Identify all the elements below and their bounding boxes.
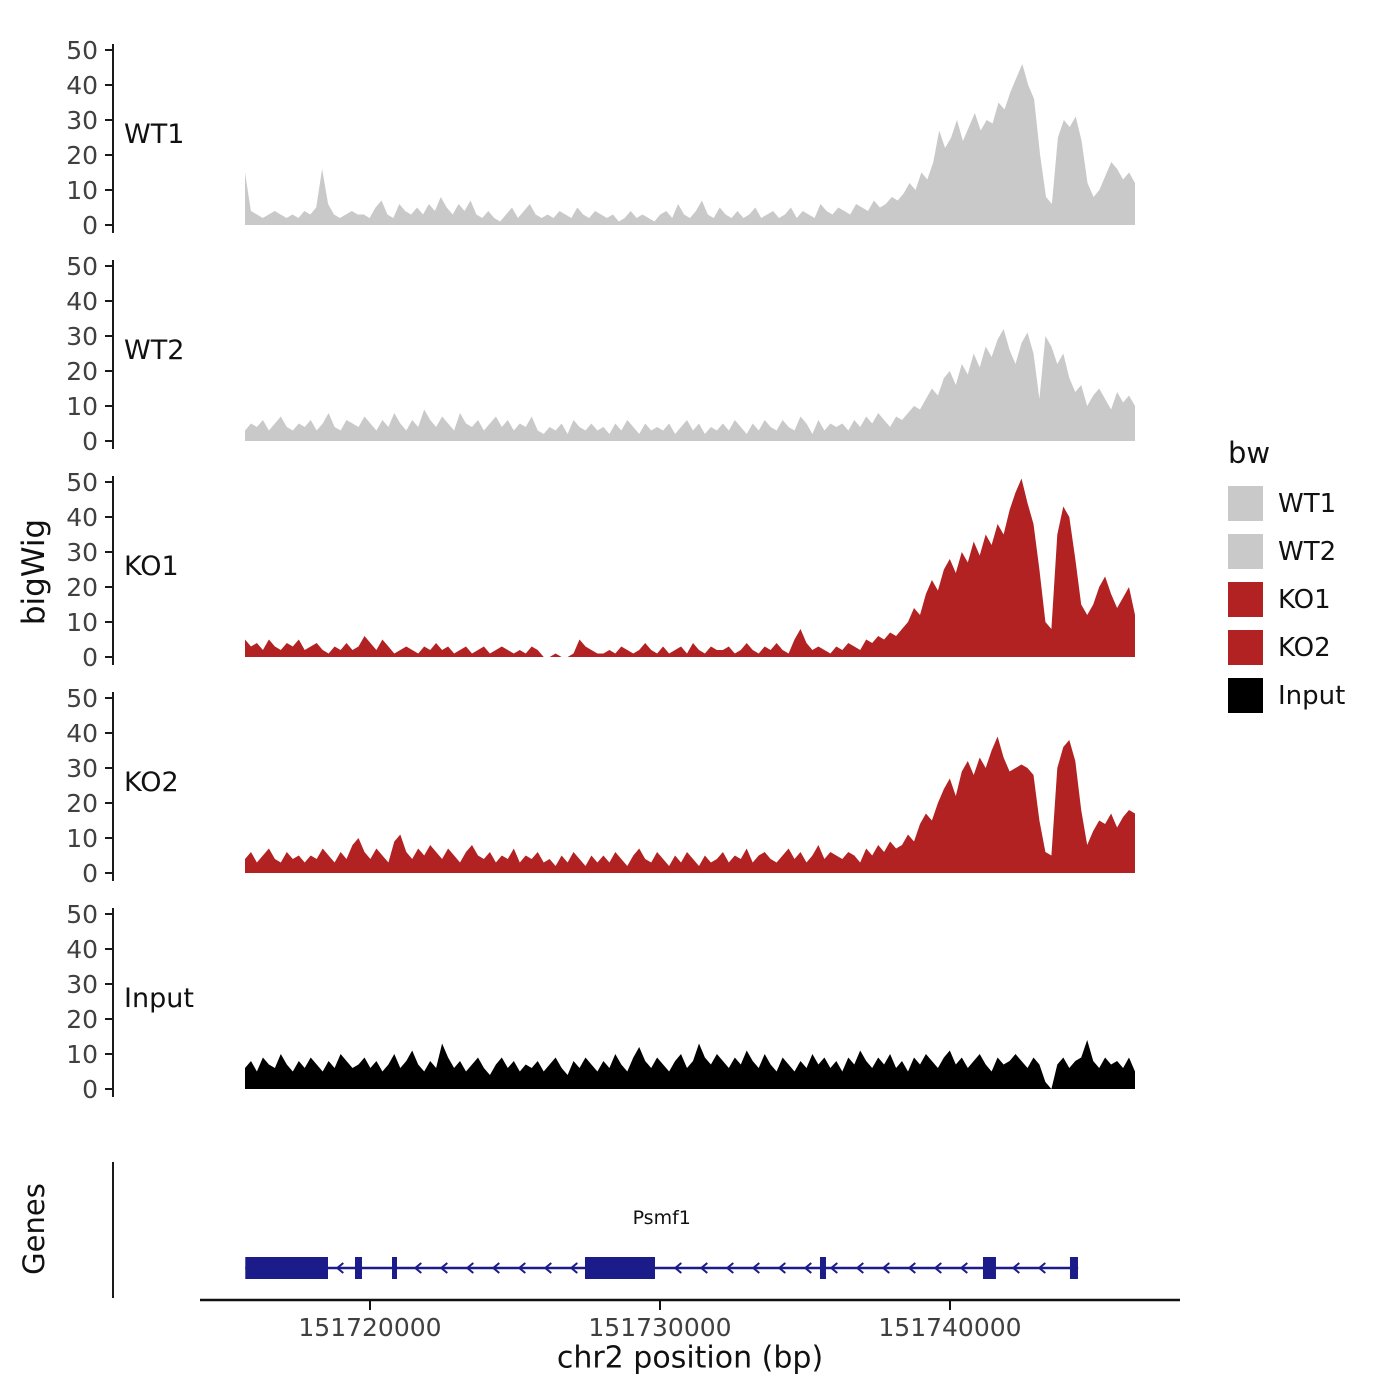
strand-arrow-icon bbox=[751, 1262, 760, 1274]
y-tick-label: 50 bbox=[66, 252, 98, 281]
gene-exon bbox=[391, 1257, 397, 1279]
strand-arrow-icon bbox=[673, 1262, 682, 1274]
legend-swatch-KO1 bbox=[1228, 582, 1263, 617]
strand-arrow-icon bbox=[1037, 1262, 1046, 1274]
strand-arrow-icon bbox=[439, 1262, 448, 1274]
legend-title: bw bbox=[1228, 436, 1271, 470]
strand-arrow-icon bbox=[855, 1262, 864, 1274]
gene-exon bbox=[584, 1257, 655, 1279]
y-tick-label: 10 bbox=[66, 392, 98, 421]
y-tick-label: 10 bbox=[66, 176, 98, 205]
y-tick-label: 40 bbox=[66, 719, 98, 748]
legend-label-WT1: WT1 bbox=[1278, 489, 1336, 519]
strand-arrow-icon bbox=[959, 1262, 968, 1274]
strand-arrow-icon bbox=[907, 1262, 916, 1274]
coverage-area-WT1 bbox=[245, 64, 1135, 225]
y-axis-title: bigWig bbox=[16, 518, 52, 626]
coverage-area-WT2 bbox=[245, 329, 1135, 441]
y-tick-label: 30 bbox=[66, 970, 98, 999]
legend-label-WT2: WT2 bbox=[1278, 537, 1336, 567]
strand-arrow-icon bbox=[777, 1262, 786, 1274]
y-tick-label: 10 bbox=[66, 1040, 98, 1069]
coverage-area-Input bbox=[245, 1040, 1135, 1089]
strand-arrow-icon bbox=[933, 1262, 942, 1274]
y-tick-label: 20 bbox=[66, 573, 98, 602]
strand-arrow-icon bbox=[803, 1262, 812, 1274]
y-tick-label: 0 bbox=[82, 211, 98, 240]
x-tick-label: 151730000 bbox=[588, 1313, 731, 1342]
gene-name-label: Psmf1 bbox=[633, 1207, 691, 1229]
legend-label-Input: Input bbox=[1278, 681, 1345, 711]
y-tick-label: 30 bbox=[66, 754, 98, 783]
strand-arrow-icon bbox=[413, 1262, 422, 1274]
strand-arrow-icon bbox=[829, 1262, 838, 1274]
y-tick-label: 50 bbox=[66, 36, 98, 65]
strand-arrow-icon bbox=[335, 1262, 344, 1274]
y-tick-label: 30 bbox=[66, 538, 98, 567]
y-tick-label: 40 bbox=[66, 935, 98, 964]
y-tick-label: 0 bbox=[82, 859, 98, 888]
gene-exon bbox=[354, 1257, 362, 1279]
legend-swatch-KO2 bbox=[1228, 630, 1263, 665]
y-tick-label: 0 bbox=[82, 643, 98, 672]
y-tick-label: 20 bbox=[66, 357, 98, 386]
y-tick-label: 50 bbox=[66, 684, 98, 713]
legend-swatch-WT2 bbox=[1228, 534, 1263, 569]
y-tick-label: 40 bbox=[66, 503, 98, 532]
legend-swatch-WT1 bbox=[1228, 486, 1263, 521]
gene-exon bbox=[245, 1257, 328, 1279]
x-axis-title: chr2 position (bp) bbox=[556, 1340, 824, 1376]
strand-arrow-icon bbox=[725, 1262, 734, 1274]
legend-swatch-Input bbox=[1228, 678, 1263, 713]
y-tick-label: 50 bbox=[66, 468, 98, 497]
strand-arrow-icon bbox=[517, 1262, 526, 1274]
strand-arrow-icon bbox=[569, 1262, 578, 1274]
genes-axis-title: Genes bbox=[17, 1183, 51, 1275]
x-tick-label: 151720000 bbox=[298, 1313, 441, 1342]
strand-arrow-icon bbox=[1011, 1262, 1020, 1274]
coverage-area-KO2 bbox=[245, 736, 1135, 873]
track-label-KO2: KO2 bbox=[124, 767, 179, 798]
y-tick-label: 30 bbox=[66, 106, 98, 135]
track-label-Input: Input bbox=[124, 983, 194, 1014]
y-tick-label: 10 bbox=[66, 608, 98, 637]
y-tick-label: 30 bbox=[66, 322, 98, 351]
y-tick-label: 20 bbox=[66, 141, 98, 170]
gene-exon bbox=[1069, 1257, 1078, 1279]
strand-arrow-icon bbox=[465, 1262, 474, 1274]
y-tick-label: 0 bbox=[82, 1075, 98, 1104]
track-label-WT1: WT1 bbox=[124, 119, 184, 150]
y-tick-label: 40 bbox=[66, 71, 98, 100]
strand-arrow-icon bbox=[699, 1262, 708, 1274]
legend-label-KO1: KO1 bbox=[1278, 585, 1331, 615]
strand-arrow-icon bbox=[491, 1262, 500, 1274]
track-label-KO1: KO1 bbox=[124, 551, 179, 582]
y-tick-label: 20 bbox=[66, 789, 98, 818]
strand-arrow-icon bbox=[881, 1262, 890, 1274]
y-tick-label: 0 bbox=[82, 427, 98, 456]
coverage-area-KO1 bbox=[245, 478, 1135, 657]
y-tick-label: 40 bbox=[66, 287, 98, 316]
gene-exon bbox=[819, 1257, 826, 1279]
y-tick-label: 10 bbox=[66, 824, 98, 853]
legend-label-KO2: KO2 bbox=[1278, 633, 1331, 663]
y-tick-label: 20 bbox=[66, 1005, 98, 1034]
x-tick-label: 151740000 bbox=[878, 1313, 1021, 1342]
track-label-WT2: WT2 bbox=[124, 335, 184, 366]
y-tick-label: 50 bbox=[66, 900, 98, 929]
gene-exon bbox=[982, 1257, 996, 1279]
strand-arrow-icon bbox=[543, 1262, 552, 1274]
